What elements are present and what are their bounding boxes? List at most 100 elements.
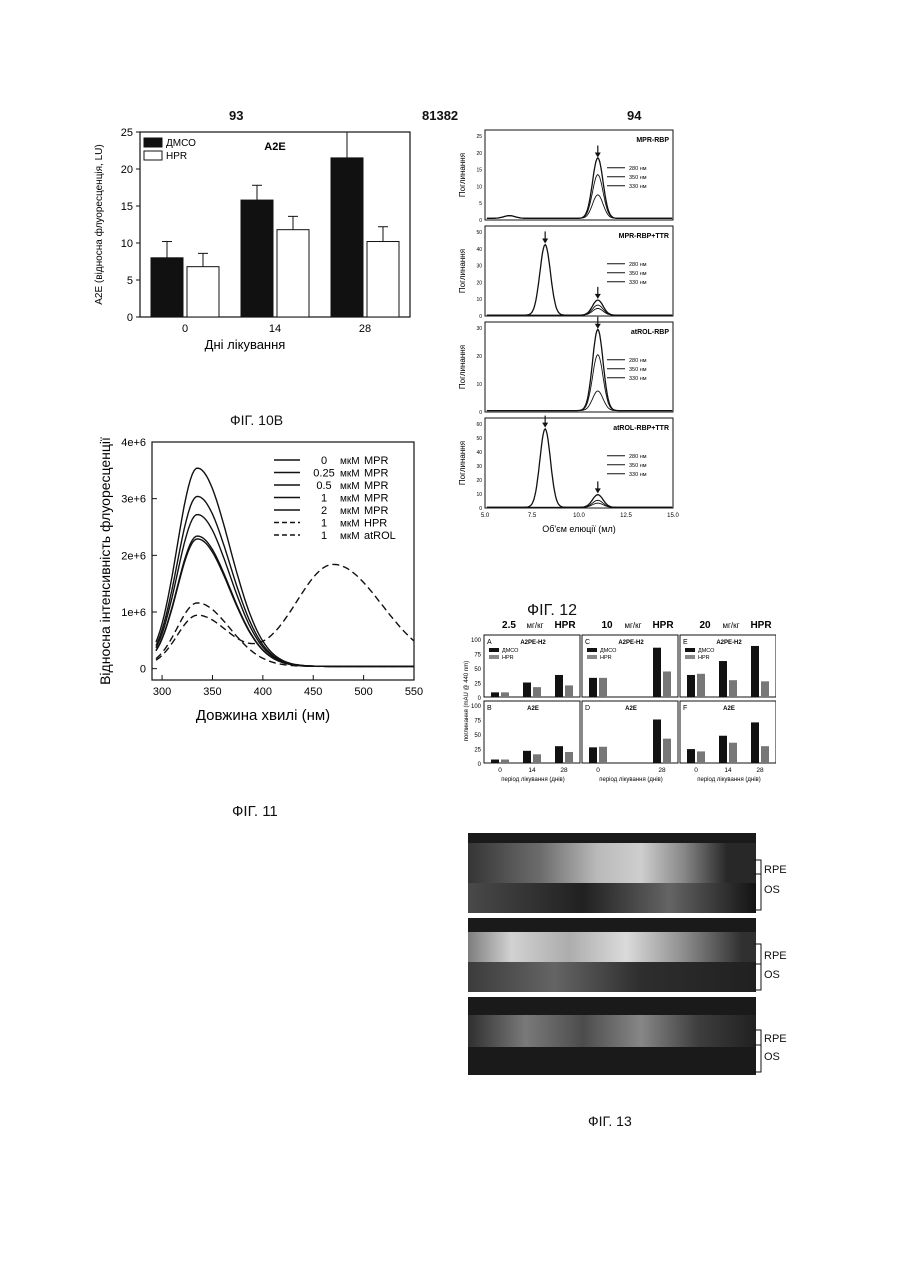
legend-unit-5: мкМ [340,519,360,530]
bar-panels-ylabel: поглинання (mAU @ 440 nm) [464,661,470,741]
bar-B-hpr-0 [501,760,509,763]
y-tick-label-0: 0 [127,312,133,324]
y-tick-label-2: 2e+6 [121,550,146,562]
micrograph-d-lower [468,962,756,992]
col-header-drug-1: HPR [652,620,674,631]
panel-3-ytick-6: 60 [476,422,482,428]
patent-number: 81382 [422,108,458,123]
bar-A-hpr-0 [501,692,509,697]
bar-A-dmso-0 [491,692,499,697]
bar-E-dmso-14 [719,661,727,697]
bar-F-hpr-0 [697,751,705,763]
bar-panel-letter-E: E [683,639,688,646]
y-tick-label-3: 3e+6 [121,494,146,506]
panel-2-legend-label-2: 330 нм [629,376,647,382]
bar-panel-title-B: A2E [527,706,539,712]
bar-E-dmso-28 [751,646,759,697]
bar-D-dmso-28 [653,720,661,764]
bar-panel-F-xtick-0: 0 [694,767,698,774]
y-tick-label-4: 4e+6 [121,437,146,449]
micrograph-c [468,833,756,913]
bar-B-dmso-14 [523,751,531,763]
bar-F-dmso-14 [719,736,727,763]
col-header-unit-0: мг/кг [526,621,543,630]
y-axis-label: A2E (відносна флуоресценція, LU) [93,144,105,304]
bar-panel-title-A: A2PE-H2 [520,640,546,646]
legend-unit-1: мкМ [340,469,360,480]
bar-E-dmso-0 [687,675,695,697]
x-tick-label-2: 28 [359,323,371,335]
panel-2-ytick-2: 20 [476,354,482,360]
bar-panel-A-legend-swatch-0 [489,648,499,652]
legend-swatch-1 [144,151,162,160]
panel-label-0: MPR-RBP [636,137,669,144]
y-tick-label-4: 20 [121,164,133,176]
page-number-left: 93 [229,108,243,123]
bar-panel-B-ytick-3: 75 [474,719,481,725]
fig10b-chart: 051015202501428ДМСОHPRA2EДні лікуванняA2… [88,122,428,367]
legend-conc-4: 2 [321,505,327,517]
panel-1-trace-2 [487,308,672,315]
legend-agent-2: MPR [364,480,389,492]
panel-2-legend-label-0: 280 нм [629,358,647,364]
panel-0-legend-label-0: 280 нм [629,166,647,172]
bar-A-hpr-14 [533,687,541,697]
bar-F-dmso-0 [687,749,695,763]
panel-0-ytick-5: 25 [476,134,482,140]
panel-2-ytick-0: 0 [479,410,482,416]
panel-3-legend-label-2: 330 нм [629,472,647,478]
rpe-bracket-1 [754,860,761,874]
panel-1-trace-1 [487,305,672,315]
panel-3-trace-1 [487,500,672,507]
panel-label-3: atROL-RBP+TTR [613,425,669,432]
col-header-drug-2: HPR [750,620,772,631]
os-bracket-1 [754,874,761,910]
bar-panel-title-D: A2E [625,706,637,712]
os-label-3: OS [764,1051,780,1063]
bar-panel-letter-B: B [487,705,492,712]
bar-B-hpr-28 [565,752,573,763]
legend-agent-3: MPR [364,493,389,505]
panel-label-1: MPR-RBP+TTR [619,233,669,240]
legend-conc-0: 0 [321,455,327,467]
x-tick-label-3: 450 [304,686,322,698]
panel-3-ytick-0: 0 [479,506,482,512]
bar-panel-letter-D: D [585,705,590,712]
col-header-dose-0: 2.5 [502,620,516,631]
rpe-label-1: RPE [764,864,787,876]
y-tick-label-1: 5 [127,275,133,287]
os-label-1: OS [764,884,780,896]
bar-B-hpr-14 [533,754,541,763]
panel-3-arrowhead-1 [595,488,601,493]
bar-panel-A-ytick-0: 0 [478,696,482,702]
y-tick-label-3: 15 [121,201,133,213]
rpe-label-2: RPE [764,950,787,962]
panel-2-ytick-1: 10 [476,382,482,388]
x-axis-label: Довжина хвилі (нм) [196,707,330,724]
panel-3-ytick-2: 20 [476,478,482,484]
bar-panel-F-xtick-1: 14 [724,767,732,774]
y-tick-label-1: 1e+6 [121,607,146,619]
panel-0-trace-2 [487,195,672,219]
bar-A-dmso-28 [555,675,563,697]
bar-panel-title-E: A2PE-H2 [716,640,742,646]
x-tick-label-0: 5.0 [481,513,490,519]
bar-panel-C-legend-label-0: ДМСО [600,648,617,654]
bar-D-hpr-28 [663,739,671,763]
panel-0-ytick-2: 10 [476,184,482,190]
panel-0-ytick-1: 5 [479,201,482,207]
col-header-unit-2: мг/кг [722,621,739,630]
bar-A-hpr-28 [565,685,573,697]
bar-panel-B-xtick-2: 28 [560,767,568,774]
panel-3-ytick-3: 30 [476,464,482,470]
series-line-5 [156,603,414,666]
bar-A-dmso-14 [523,683,531,698]
micrograph-d-band [468,932,756,962]
panel-3-arrowhead-0 [542,423,548,428]
bar-panel-B-ytick-0: 0 [478,762,482,768]
bar-panel-B-xtick-1: 14 [528,767,536,774]
panel-1-legend-label-2: 330 нм [629,280,647,286]
legend-unit-0: мкМ [340,456,360,467]
x-tick-label-5: 550 [405,686,423,698]
bar-panel-B-xlabel: період лікування (днів) [501,777,565,783]
